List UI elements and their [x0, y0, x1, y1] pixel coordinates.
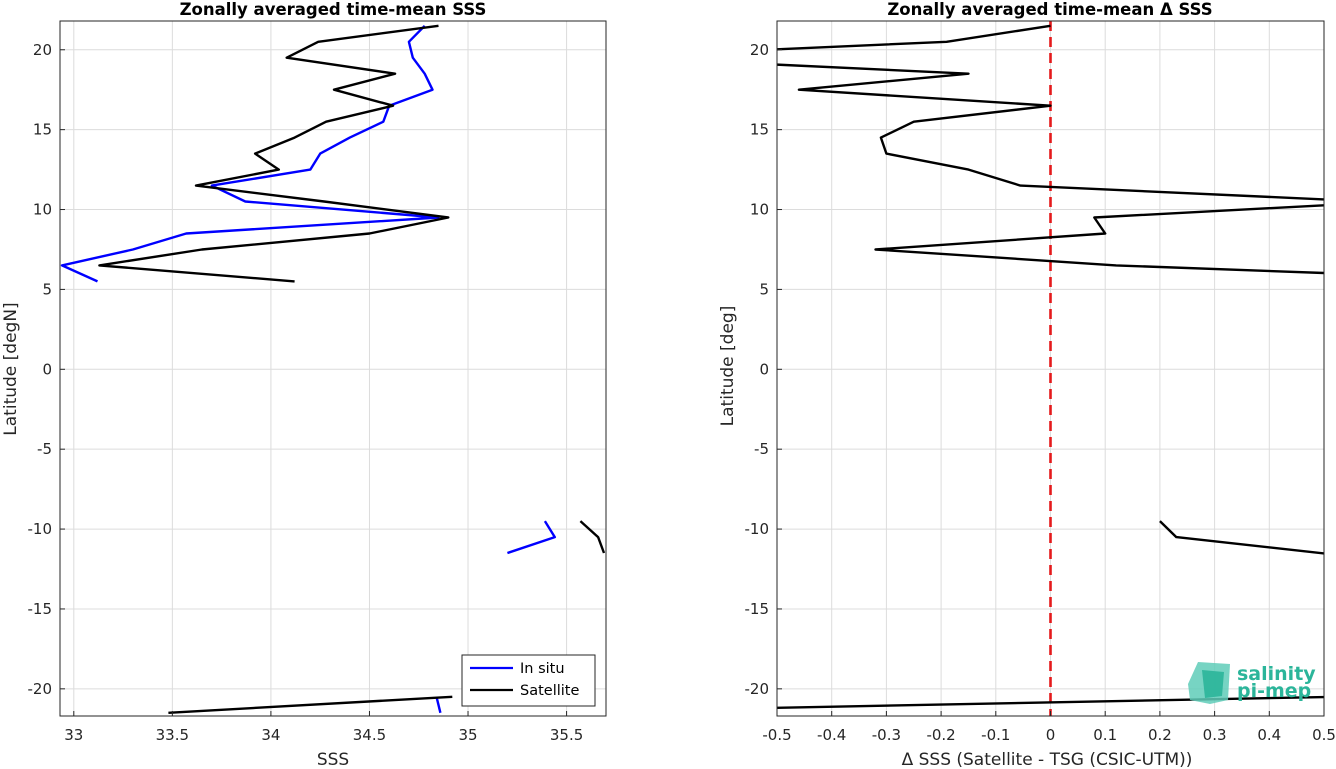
delta-sss-xtick-label: 0.3 — [1203, 726, 1227, 744]
legend-box — [461, 654, 596, 707]
delta-sss-ytick-label: 5 — [759, 280, 769, 298]
delta-sss-plot: -0.5 -0.4 -0.3 -0.2 -0.1 0 0.1 0.2 0.3 0.4 0.5 -20 -… — [718, 0, 1336, 769]
delta-sss-plot-ylabel: Latitude [deg] — [718, 306, 738, 427]
sss-plot-ylabel: Latitude [degN] — [1, 302, 21, 435]
sss-plot-title: Zonally averaged time-mean SSS — [180, 0, 487, 19]
sss-ytick-label: 0 — [42, 360, 52, 378]
delta-sss-ytick-label: 20 — [750, 41, 769, 59]
delta-sss-xtick-label: 0.1 — [1093, 726, 1117, 744]
delta-sss-xtick-label: -0.5 — [762, 726, 791, 744]
delta-sss-plot-series — [777, 24, 1324, 709]
logo-line2: pi-mep — [1237, 680, 1311, 702]
sss-ytick-label: -15 — [28, 600, 53, 618]
sss-xtick-label: 35 — [458, 726, 477, 744]
delta-sss-xtick-label: 0.5 — [1312, 726, 1336, 744]
sss-plot: 33 33.5 34 34.5 35 35.5 -20 -15 -10 -5 0 5 10 15 20 Zo… — [1, 0, 607, 769]
delta-sss-plot-ticks: -0.5 -0.4 -0.3 -0.2 -0.1 0 0.1 0.2 0.3 0.4 0.5 -20 -… — [745, 41, 1336, 744]
sss-ytick-label: 5 — [42, 280, 52, 298]
logo-wave-icon-inner — [1202, 670, 1224, 698]
sss-ytick-label: 10 — [33, 201, 52, 219]
delta-sss-ytick-label: 10 — [750, 201, 769, 219]
salinity-pi-mep-logo: salinity pi-mep — [1188, 662, 1316, 704]
legend: In situ Satellite — [461, 654, 596, 707]
sss-ytick-label: -5 — [37, 440, 52, 458]
delta-sss-xtick-label: -0.1 — [981, 726, 1010, 744]
sss-series-0-line — [507, 520, 556, 555]
delta-sss-xtick-label: 0.4 — [1257, 726, 1281, 744]
delta-sss-ytick-label: 15 — [750, 121, 769, 139]
sss-xtick-label: 34 — [261, 726, 280, 744]
sss-xtick-label: 33.5 — [156, 726, 189, 744]
delta-sss-xtick-label: -0.2 — [926, 726, 955, 744]
delta-sss-plot-title: Zonally averaged time-mean Δ SSS — [887, 0, 1212, 19]
delta-sss-ytick-label: -5 — [754, 440, 769, 458]
sss-series-1-line — [98, 24, 450, 283]
sss-plot-frame — [59, 20, 607, 717]
sss-series-1-line — [168, 695, 453, 714]
sss-plot-ticks: 33 33.5 34 34.5 35 35.5 -20 -15 -10 -5 0 5 10 15 20 — [28, 41, 584, 744]
sss-ytick-label: 20 — [33, 41, 52, 59]
delta-sss-series-0-line — [777, 24, 1051, 51]
sss-series-1-line — [579, 520, 606, 554]
delta-sss-ytick-label: -20 — [745, 680, 770, 698]
sss-ytick-label: 15 — [33, 121, 52, 139]
legend-satellite-label: Satellite — [520, 683, 579, 699]
delta-sss-xtick-label: -0.3 — [872, 726, 901, 744]
sss-series-0-line — [435, 696, 442, 714]
delta-sss-ytick-label: -15 — [745, 600, 770, 618]
delta-sss-ytick-label: 0 — [759, 360, 769, 378]
sss-xtick-label: 33 — [64, 726, 83, 744]
delta-sss-series-0-line — [777, 63, 1324, 201]
delta-sss-series-0-line — [874, 204, 1324, 275]
delta-sss-plot-xlabel: Δ SSS (Satellite - TSG (CSIC-UTM)) — [902, 750, 1193, 769]
delta-sss-series-0-line — [777, 695, 1324, 709]
sss-xtick-label: 35.5 — [550, 726, 583, 744]
logo-line1: salinity — [1237, 663, 1316, 685]
sss-plot-background — [60, 21, 606, 716]
delta-sss-xtick-label: -0.4 — [817, 726, 846, 744]
sss-plot-series — [60, 24, 606, 714]
delta-sss-xtick-label: 0 — [1046, 726, 1056, 744]
delta-sss-series-0-line — [1159, 520, 1324, 555]
sss-series-0-line — [60, 24, 440, 283]
delta-sss-xtick-label: 0.2 — [1148, 726, 1172, 744]
sss-ytick-label: -10 — [28, 520, 53, 538]
sss-ytick-label: -20 — [28, 680, 53, 698]
sss-plot-xlabel: SSS — [317, 750, 349, 769]
sss-xtick-label: 34.5 — [353, 726, 386, 744]
delta-sss-ytick-label: -10 — [745, 520, 770, 538]
legend-in-situ-label: In situ — [520, 661, 565, 677]
